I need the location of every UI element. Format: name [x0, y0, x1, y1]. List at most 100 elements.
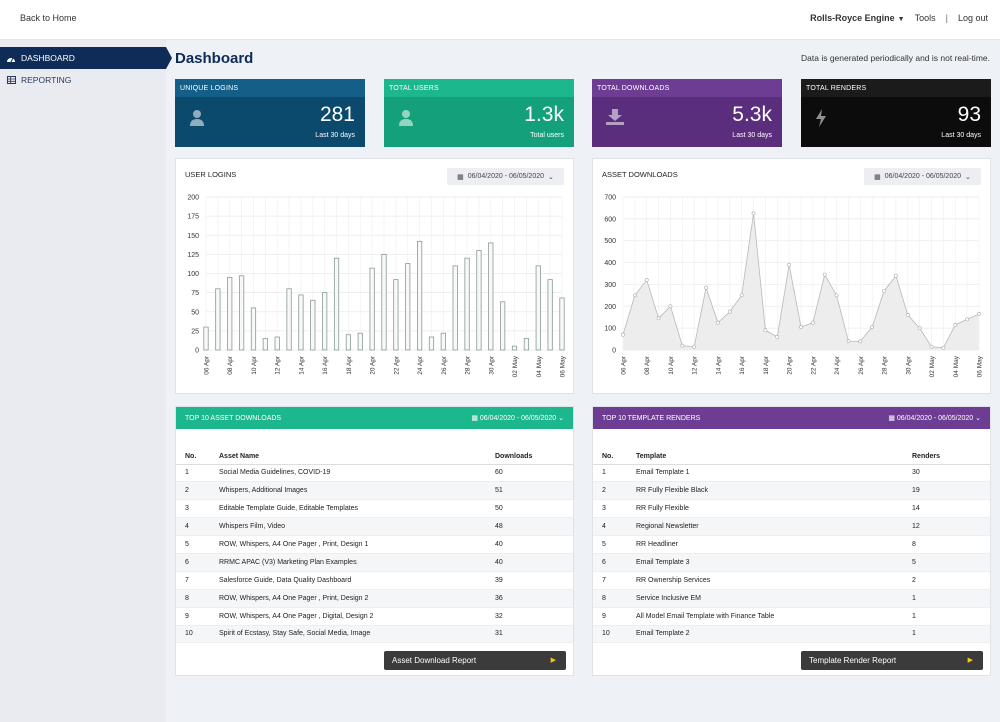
table-cell: 14 — [912, 499, 990, 519]
date-range-picker[interactable]: ▦ 06/04/2020 - 06/05/2020 ⌄ — [864, 168, 981, 185]
date-range-picker[interactable]: ▦ 06/04/2020 - 06/05/2020 ⌄ — [471, 415, 564, 422]
data-point — [834, 293, 839, 298]
x-tick-label: 28 Apr — [465, 355, 472, 375]
data-point — [668, 304, 673, 309]
x-tick-label: 04 May — [953, 355, 960, 377]
table-row: 7 Salesforce Guide, Data Quality Dashboar… — [176, 571, 573, 590]
bar — [405, 263, 411, 351]
table-cell: RR Fully Flexible Black — [636, 481, 912, 501]
data-point — [799, 325, 803, 329]
data-point — [739, 293, 744, 298]
table-cell: Whispers, Additional Images — [219, 481, 495, 501]
bar — [393, 279, 399, 351]
table-cell: 10 — [593, 625, 636, 644]
download-icon — [606, 109, 624, 130]
table-cell: 10 — [176, 625, 219, 644]
data-point — [882, 289, 886, 293]
table-icon — [6, 75, 16, 85]
x-tick-label: 16 Apr — [739, 355, 746, 375]
asset-download-report-button[interactable]: Asset Download Report ▶ — [384, 651, 566, 670]
logout-link[interactable]: Log out — [957, 13, 988, 23]
page-title: Dashboard — [175, 50, 254, 67]
top-nav-right: Rolls-Royce Engine ▼ Tools | Log out — [810, 13, 988, 23]
data-point — [692, 344, 697, 349]
bar — [239, 275, 245, 351]
x-tick-label: 14 Apr — [715, 355, 722, 375]
data-point — [751, 211, 756, 216]
table-cell: Salesforce Guide, Data Quality Dashboard — [219, 571, 495, 590]
bar — [452, 265, 458, 351]
x-tick-label: 20 Apr — [370, 355, 377, 375]
table-cell: 2 — [593, 481, 636, 501]
user-icon — [189, 109, 205, 131]
calendar-icon: ▦ — [874, 173, 881, 181]
table-cell: 1 — [912, 625, 990, 644]
panel-header: TOP 10 TEMPLATE RENDERS ▦ 06/04/2020 - 0… — [593, 407, 990, 429]
date-range-label: 06/04/2020 - 06/05/2020 — [884, 173, 962, 180]
table-cell: 8 — [593, 589, 636, 608]
dashboard-icon — [6, 53, 16, 63]
column-header: Template — [636, 450, 912, 465]
asset-downloads-panel: ASSET DOWNLOADS ▦ 06/04/2020 - 06/05/202… — [592, 158, 991, 394]
table-row: 5 RR Headliner 8 — [593, 535, 990, 554]
date-range-picker[interactable]: ▦ 06/04/2020 - 06/05/2020 ⌄ — [447, 168, 564, 185]
asset-downloads-chart: 0 100 200 300 400 500 600 700 06 Apr 08 Apr 10 Apr… — [604, 195, 983, 378]
table-cell: 2 — [176, 481, 219, 501]
table-cell: 31 — [495, 625, 573, 644]
table-cell: 51 — [495, 481, 573, 501]
data-point — [787, 262, 792, 267]
x-tick-label: 18 Apr — [346, 355, 353, 375]
sidebar-item-reporting[interactable]: REPORTING — [0, 69, 166, 91]
bar — [500, 301, 506, 351]
y-tick-label: 150 — [187, 233, 199, 240]
table-cell: 7 — [593, 571, 636, 590]
table-row: 8 ROW, Whispers, A4 One Pager , Print, De… — [176, 589, 573, 608]
y-tick-label: 600 — [604, 216, 616, 223]
tools-link[interactable]: Tools — [914, 13, 936, 23]
sidebar-item-label: REPORTING — [21, 75, 72, 85]
y-tick-label: 0 — [612, 348, 616, 355]
table-row: 6 RRMC APAC (V3) Marketing Plan Examples 4… — [176, 553, 573, 572]
table-cell: 1 — [912, 607, 990, 626]
x-tick-label: 06 Apr — [621, 355, 628, 375]
y-tick-label: 700 — [604, 195, 616, 202]
stat-value: 5.3k — [732, 103, 772, 126]
chevron-down-icon: ⌄ — [548, 173, 554, 181]
top-navbar: Back to Home Rolls-Royce Engine ▼ Tools |… — [0, 0, 1000, 40]
table-cell: 9 — [593, 607, 636, 626]
bolt-icon — [815, 109, 827, 132]
y-tick-label: 125 — [187, 252, 199, 259]
x-tick-label: 22 Apr — [393, 355, 400, 375]
y-tick-label: 175 — [187, 214, 199, 221]
bar — [250, 307, 257, 351]
table-cell: RR Ownership Services — [636, 571, 912, 590]
table-cell: 3 — [176, 499, 219, 519]
template-render-report-button[interactable]: Template Render Report ▶ — [801, 651, 983, 670]
table-cell: 30 — [912, 464, 990, 483]
x-tick-label: 22 Apr — [810, 355, 817, 375]
table-cell: 60 — [495, 464, 573, 483]
table-cell: Email Template 1 — [636, 464, 912, 483]
table-cell: 39 — [495, 571, 573, 590]
y-tick-label: 75 — [191, 290, 199, 297]
sidebar-item-dashboard[interactable]: DASHBOARD — [0, 47, 172, 69]
date-range-picker[interactable]: ▦ 06/04/2020 - 06/05/2020 ⌄ — [888, 415, 981, 422]
table-cell: Whispers Film, Video — [219, 517, 495, 537]
table-row: 8 Service Inclusive EM 1 — [593, 589, 990, 608]
y-tick-label: 500 — [604, 238, 616, 245]
user-icon — [398, 109, 414, 131]
data-point — [894, 273, 898, 278]
bar — [428, 336, 435, 351]
table-row: 1 Social Media Guidelines, COVID-19 60 — [176, 464, 573, 483]
table-cell: 5 — [176, 535, 219, 554]
bar — [535, 265, 541, 351]
table-row: 3 RR Fully Flexible 14 — [593, 499, 990, 519]
table-cell: 6 — [176, 553, 219, 572]
back-to-home-link[interactable]: Back to Home — [20, 13, 77, 23]
table-cell: ROW, Whispers, A4 One Pager , Print, Des… — [219, 589, 495, 608]
bar — [227, 276, 233, 351]
brand-selector[interactable]: Rolls-Royce Engine ▼ — [810, 13, 905, 23]
x-tick-label: 06 Apr — [204, 355, 211, 375]
stat-card-unique-logins: UNIQUE LOGINS 281 Last 30 days — [175, 79, 365, 147]
table-cell: 1 — [593, 464, 636, 483]
